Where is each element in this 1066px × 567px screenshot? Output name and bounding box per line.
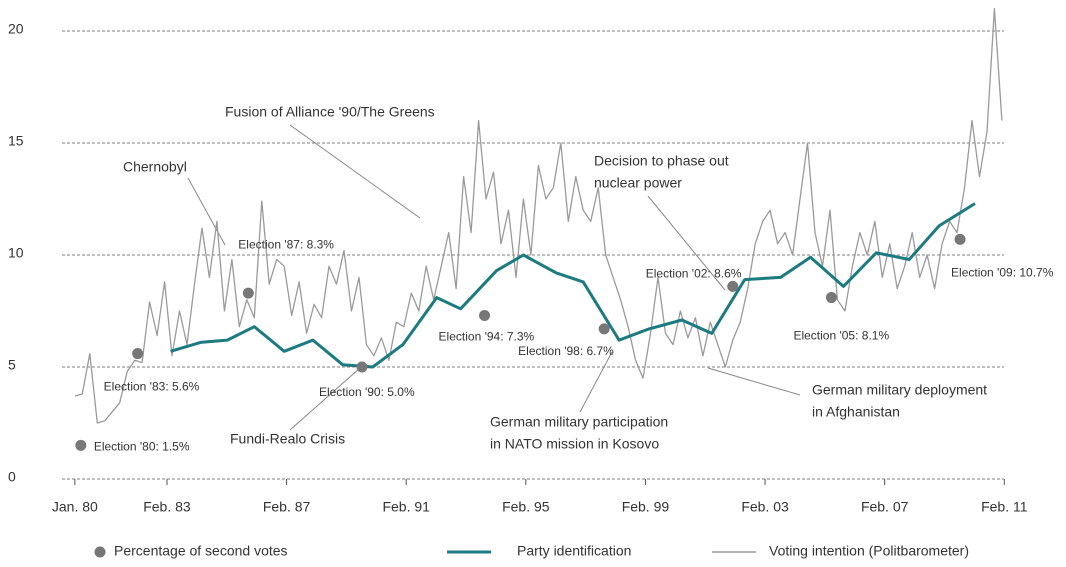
election-dot [132, 348, 144, 360]
x-tick-label: Feb. 11 [981, 499, 1028, 515]
data-label: Election '05: 8.1% [793, 329, 889, 343]
election-dot [727, 280, 739, 292]
x-tick-label: Feb. 95 [502, 499, 550, 515]
x-tick-label: Feb. 91 [382, 499, 430, 515]
data-label: Election '80: 1.5% [94, 440, 190, 454]
y-tick-label: 0 [8, 469, 16, 485]
x-tick-label: Feb. 07 [861, 499, 909, 515]
legend-label: Percentage of second votes [114, 543, 288, 559]
data-label: Election '90: 5.0% [319, 385, 415, 399]
data-label: Election '83: 5.6% [104, 380, 200, 394]
legend-label: Voting intention (Politbarometer) [769, 543, 969, 559]
election-dot [479, 309, 491, 321]
annotation: German military participation [490, 414, 668, 430]
annotation: German military deployment [812, 382, 987, 398]
annotation-leader [707, 367, 801, 396]
election-dot [598, 323, 610, 335]
annotation: Fundi-Realo Crisis [230, 431, 345, 447]
x-tick-label: Jan. 80 [52, 499, 98, 515]
y-tick-label: 15 [8, 133, 24, 149]
annotation: Chernobyl [123, 159, 187, 175]
annotation-leader [289, 124, 421, 219]
election-dot [356, 361, 368, 373]
y-tick-label: 5 [8, 357, 16, 373]
election-dot [75, 439, 87, 451]
annotation: Fusion of Alliance '90/The Greens [225, 104, 435, 120]
annotation-leader [289, 367, 361, 431]
annotation-leader [579, 351, 613, 413]
data-label: Election '02: 8.6% [646, 267, 742, 281]
y-tick-label: 20 [8, 21, 24, 37]
legend-marker [94, 546, 106, 558]
election-dot [825, 292, 837, 304]
data-label: Election '87: 8.3% [238, 237, 334, 251]
x-tick-label: Feb. 03 [741, 499, 789, 515]
x-tick-label: Feb. 87 [263, 499, 311, 515]
annotation-leader [647, 195, 726, 291]
annotation: in Afghanistan [812, 404, 900, 420]
x-tick-label: Feb. 83 [143, 499, 191, 515]
data-label: Election '09: 10.7% [951, 265, 1054, 279]
series-line [74, 7, 1003, 424]
series-line [170, 202, 976, 369]
legend-label: Party identification [517, 543, 631, 559]
annotation-leader [187, 177, 226, 246]
data-label: Election '94: 7.3% [439, 330, 535, 344]
annotation: Decision to phase out [594, 153, 729, 169]
election-dot [954, 233, 966, 245]
x-tick-label: Feb. 99 [622, 499, 670, 515]
annotation: nuclear power [594, 175, 682, 191]
annotation: in NATO mission in Kosovo [490, 436, 659, 452]
data-label: Election '98: 6.7% [518, 344, 614, 358]
election-dot [242, 287, 254, 299]
y-tick-label: 10 [8, 245, 24, 261]
